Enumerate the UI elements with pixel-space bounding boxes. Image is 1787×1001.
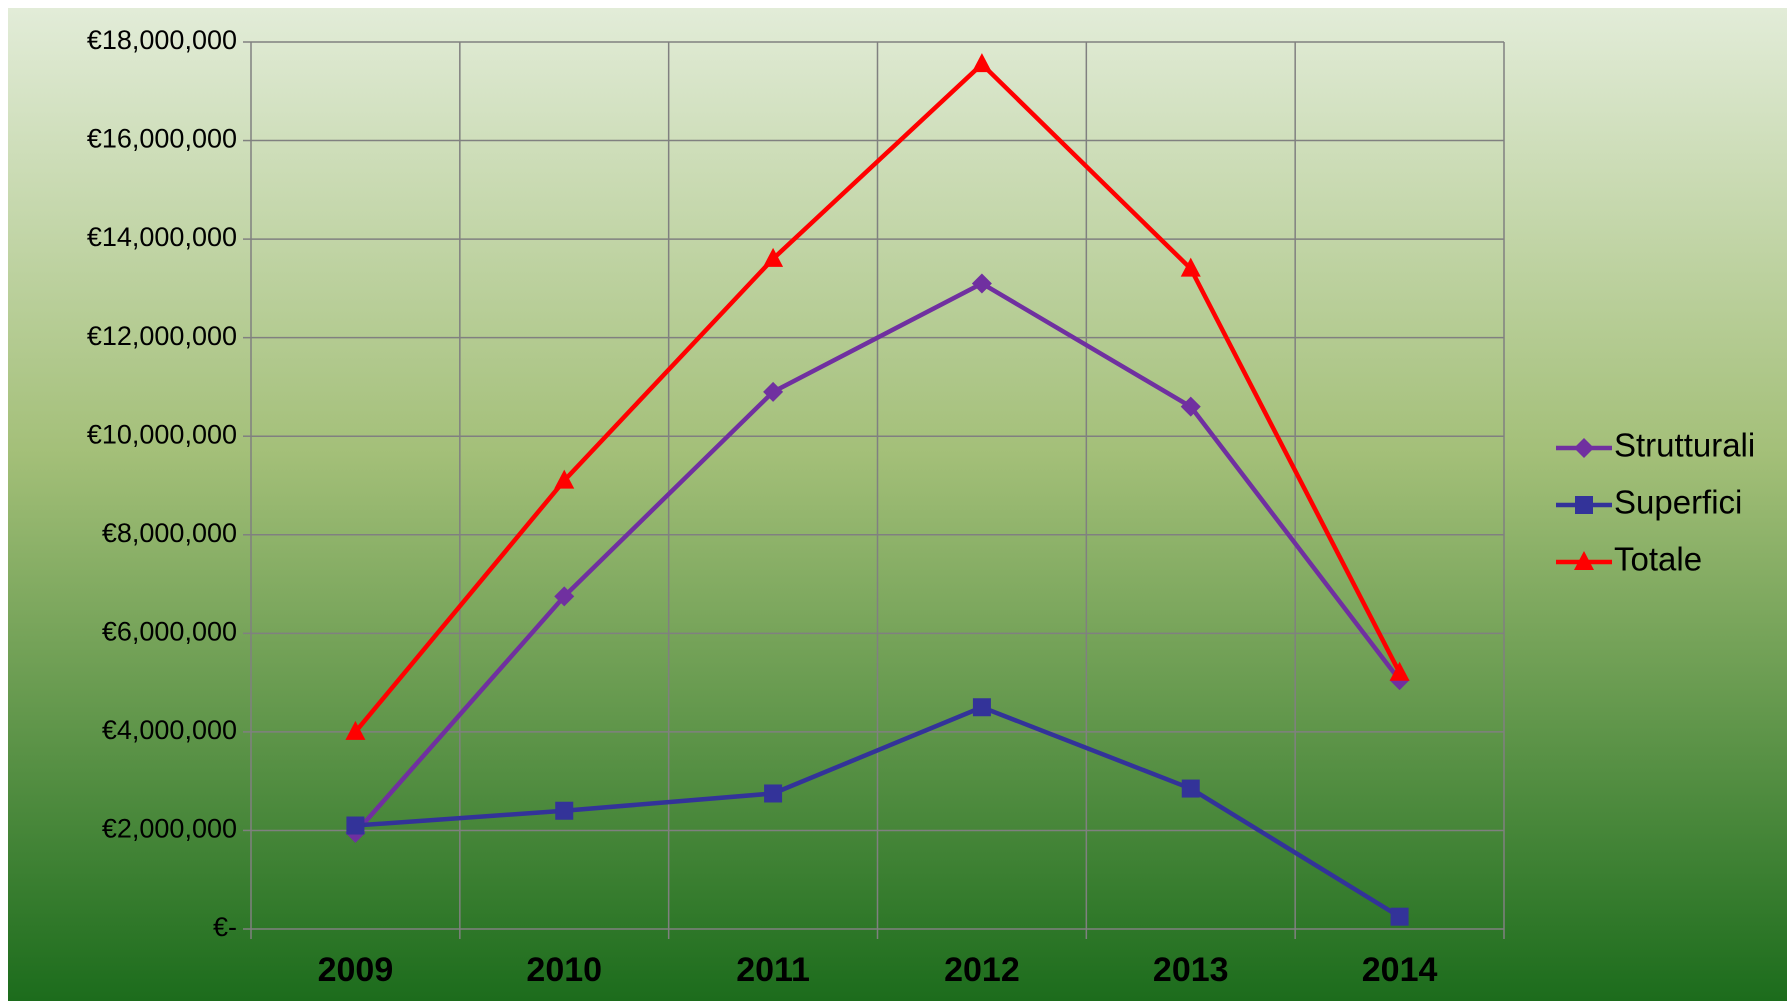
point-marker	[763, 381, 784, 402]
y-tick-label: €4,000,000	[102, 715, 237, 745]
x-tick-label: 2013	[1153, 951, 1229, 989]
point-marker	[763, 247, 784, 267]
y-tick-label: €8,000,000	[102, 518, 237, 548]
x-tick-label: 2009	[318, 951, 394, 989]
x-tick-label: 2014	[1362, 951, 1438, 989]
x-tick-label: 2010	[526, 951, 602, 989]
y-tick-label: €12,000,000	[87, 321, 237, 351]
series-line	[355, 705, 1401, 919]
y-tick-label: €18,000,000	[87, 25, 237, 55]
point-marker	[1180, 396, 1201, 417]
y-tick-label: €2,000,000	[102, 814, 237, 844]
x-tick-label: 2012	[944, 951, 1020, 989]
point-marker	[971, 53, 992, 73]
legend-marker	[1574, 551, 1594, 570]
chart-background	[8, 8, 1787, 1001]
point-marker	[346, 816, 365, 835]
series-line	[353, 61, 1402, 734]
legend-label: Totale	[1614, 541, 1702, 578]
point-marker	[764, 784, 783, 803]
legend-label: Strutturali	[1614, 427, 1755, 464]
point-marker	[345, 720, 366, 740]
legend-label: Superfici	[1614, 484, 1742, 521]
point-marker	[1390, 907, 1409, 926]
legend-marker	[1574, 438, 1594, 458]
point-marker	[554, 586, 575, 607]
point-marker	[1389, 661, 1410, 681]
legend-marker	[1575, 496, 1593, 514]
point-marker	[972, 698, 991, 717]
point-marker	[971, 273, 992, 294]
point-marker	[1180, 257, 1201, 277]
y-tick-label: €10,000,000	[87, 419, 237, 449]
y-tick-label: €-	[213, 912, 237, 942]
y-tick-label: €14,000,000	[87, 222, 237, 252]
y-tick-label: €6,000,000	[102, 616, 237, 646]
point-marker	[554, 469, 575, 489]
point-marker	[1181, 779, 1200, 798]
point-marker	[555, 801, 574, 820]
y-tick-label: €16,000,000	[87, 124, 237, 154]
x-tick-label: 2011	[736, 951, 810, 989]
series-line	[353, 281, 1402, 835]
